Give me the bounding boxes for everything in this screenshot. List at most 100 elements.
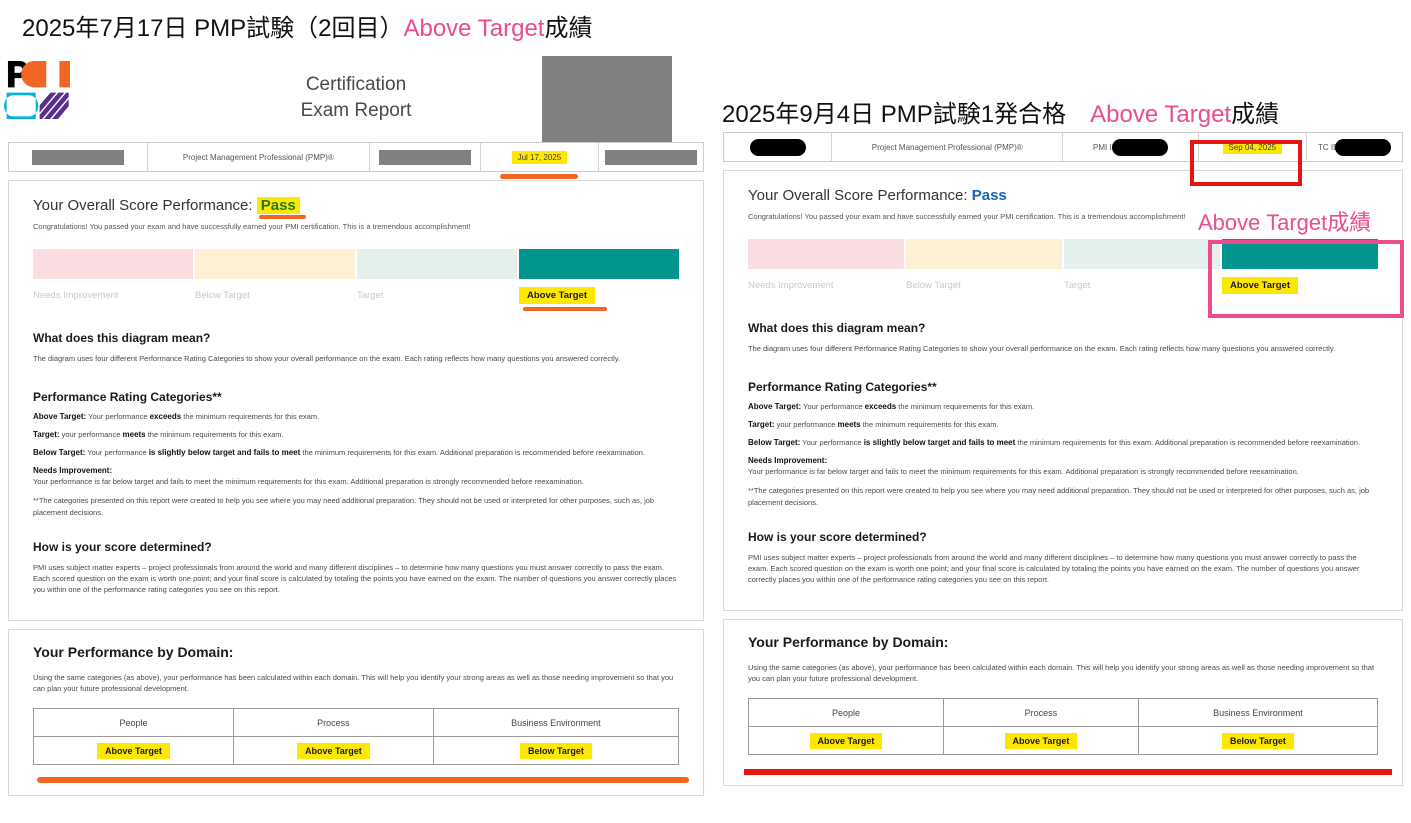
info-cell-tc-id-right: TC ID (1307, 133, 1402, 161)
info-cell-exam-date: Jul 17, 2025 (481, 143, 599, 179)
info-cell-pmi-id (370, 143, 481, 171)
info-bar-left: Project Management Professional (PMP)® J… (8, 142, 704, 179)
info-cell-exam-date-right: Sep 04, 2025 (1199, 133, 1308, 161)
category-below-target-bold-right: is slightly below target and fails to me… (863, 438, 1016, 448)
score-band-bar-right (748, 239, 1378, 269)
domain-table-left: People Process Business Environment Abov… (33, 708, 680, 765)
category-target-pre: your performance (61, 430, 123, 440)
table-row-values: Above Target Above Target Below Target (33, 736, 680, 765)
left-title-plain: 2025年7月17日 PMP試験（2回目） (22, 15, 404, 42)
redaction-tc-id-right (1334, 138, 1391, 156)
category-target-pre-right: your performance (776, 420, 838, 430)
category-needs-improvement-right: Needs Improvement: Your performance is f… (748, 456, 1378, 476)
category-below-target-post: the minimum requirements for this exam. … (300, 448, 646, 458)
pass-result-text: Pass (260, 197, 296, 214)
score-heading-right: Your Overall Score Performance: Pass (748, 187, 1378, 204)
category-above-target-pre-right: Your performance (803, 402, 865, 412)
diagram-heading: What does this diagram mean? (33, 331, 211, 345)
band-label-above-target-right: Above Target (1222, 275, 1378, 295)
category-below-target: Below Target: Your performance is slight… (33, 448, 679, 457)
redaction-block-gray (542, 56, 672, 144)
report-title-left: Certification Exam Report (0, 72, 712, 123)
band-label-above-target-chip: Above Target (519, 286, 608, 311)
left-title-pink: Above Target (403, 15, 545, 42)
redaction-name-right (749, 138, 806, 156)
right-title-pink: Above Target (1090, 101, 1232, 128)
categories-footnote: **The categories presented on this repor… (33, 496, 655, 517)
category-above-target: Above Target: Your performance exceeds t… (33, 412, 679, 421)
left-title-suffix: 成績 (544, 15, 593, 42)
domain-val-business-environment-text: Below Target (520, 742, 592, 759)
score-band-labels-left: Needs Improvement Below Target Target Ab… (33, 285, 679, 311)
band-needs-improvement-right (748, 239, 904, 269)
info-bar-right: Project Management Professional (PMP)® P… (723, 132, 1403, 162)
band-label-needs-improvement-right: Needs Improvement (748, 279, 834, 291)
domain-card-right: Your Performance by Domain: Using the sa… (723, 618, 1403, 786)
category-above-target-bold-right: exceeds (864, 402, 897, 412)
band-label-below-target: Below Target (195, 289, 250, 301)
exam-date-right: Sep 04, 2025 (1222, 140, 1283, 154)
above-target-pink-callout: Above Target成績 (1198, 210, 1372, 235)
band-target-right (1064, 239, 1220, 269)
right-annotation-title: 2025年9月4日 PMP試験1発合格 Above Target成績 (722, 94, 1279, 129)
category-target-bold: meets (122, 430, 146, 440)
band-needs-improvement (33, 249, 193, 279)
redaction-name (31, 149, 124, 165)
band-below-target-right (906, 239, 1062, 269)
tc-id-label: TC ID (1318, 142, 1339, 152)
score-heading-left: Your Overall Score Performance: Pass (33, 197, 679, 219)
pass-underline (258, 215, 306, 219)
info-cell-credential-right: Project Management Professional (PMP)® (832, 133, 1063, 161)
categories-footnote-right: **The categories presented on this repor… (748, 486, 1370, 507)
domain-col-business-environment-right: Business Environment (1137, 698, 1379, 727)
pmi-id-label: PMI ID (1093, 142, 1118, 152)
category-below-target-pre: Your performance (87, 448, 149, 458)
credential-label: Project Management Professional (PMP)® (182, 152, 334, 162)
band-label-underline (523, 306, 608, 311)
domain-val-business-environment-text-right: Below Target (1222, 732, 1294, 749)
score-band-labels-right: Needs Improvement Below Target Target Ab… (748, 275, 1378, 295)
category-below-target-label: Below Target: (33, 448, 86, 458)
band-label-above-target: Above Target (519, 285, 679, 311)
category-target-right: Target: your performance meets the minim… (748, 420, 1378, 429)
diagram-body-right: The diagram uses four different Performa… (748, 344, 1336, 353)
domain-val-people-right: Above Target (748, 726, 944, 755)
band-above-target-right (1222, 239, 1378, 269)
left-exam-report-panel: Certification Exam Report Project Manage… (0, 50, 712, 796)
redaction-tc-id (604, 149, 697, 165)
category-needs-improvement-text-right: Your performance is far below target and… (748, 467, 1299, 477)
domain-val-business-environment: Below Target (432, 736, 680, 765)
scoring-body-right: PMI uses subject matter experts – projec… (748, 552, 1360, 585)
score-band-bar-left (33, 249, 679, 279)
scoring-heading-right: How is your score determined? (748, 529, 927, 544)
category-needs-improvement-label: Needs Improvement: (33, 466, 113, 476)
domain-val-process-text-right: Above Target (1004, 732, 1078, 749)
domain-underline-red (744, 769, 1392, 775)
categories-heading: Performance Rating Categories** (33, 390, 222, 405)
report-title-line2: Exam Report (300, 99, 412, 121)
category-above-target-label: Above Target: (33, 412, 87, 422)
info-cell-tc-id (599, 143, 703, 171)
category-target-label-right: Target: (748, 420, 775, 430)
category-above-target-pre: Your performance (88, 412, 150, 422)
report-header-left: Certification Exam Report (0, 50, 712, 144)
domain-val-people-text-right: Above Target (809, 732, 883, 749)
scoring-body: PMI uses subject matter experts – projec… (33, 562, 677, 595)
domain-card-left: Your Performance by Domain: Using the sa… (8, 628, 704, 796)
band-label-below-target-right: Below Target (906, 279, 961, 291)
congrats-text-right: Congratulations! You passed your exam an… (748, 212, 1186, 221)
category-needs-improvement: Needs Improvement: Your performance is f… (33, 466, 679, 486)
report-title-line1: Certification (305, 74, 407, 95)
domain-heading-right: Your Performance by Domain: (748, 633, 949, 650)
domain-heading-left: Your Performance by Domain: (33, 643, 234, 660)
domain-table-right: People Process Business Environment Abov… (748, 698, 1379, 755)
band-label-above-target-chip-right: Above Target (1222, 276, 1299, 294)
category-below-target-right: Below Target: Your performance is slight… (748, 438, 1378, 447)
band-label-needs-improvement: Needs Improvement (33, 289, 119, 301)
domain-val-process-text: Above Target (296, 742, 370, 759)
domain-col-process-right: Process (942, 698, 1139, 727)
category-above-target-right: Above Target: Your performance exceeds t… (748, 402, 1378, 411)
category-below-target-label-right: Below Target: (748, 438, 801, 448)
redaction-pmi-id-right (1111, 138, 1168, 156)
category-above-target-label-right: Above Target: (748, 402, 802, 412)
